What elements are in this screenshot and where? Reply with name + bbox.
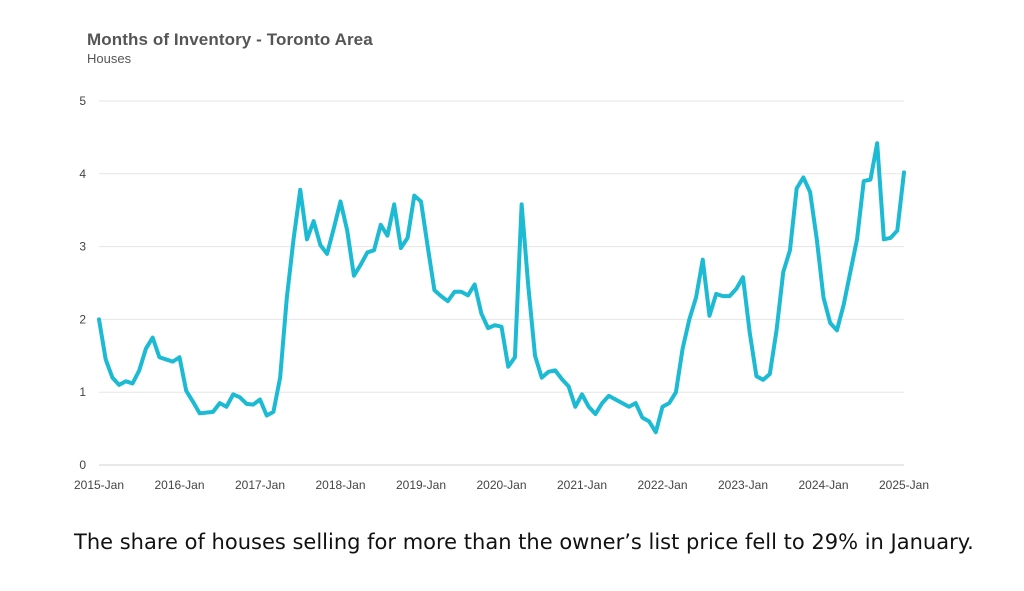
x-tick-label: 2017-Jan bbox=[235, 478, 285, 492]
y-tick-label: 1 bbox=[79, 385, 86, 399]
x-tick-label: 2022-Jan bbox=[637, 478, 687, 492]
series-layer bbox=[97, 141, 906, 435]
x-tick-label: 2020-Jan bbox=[476, 478, 526, 492]
x-tick-label: 2023-Jan bbox=[718, 478, 768, 492]
chart-title: Months of Inventory - Toronto Area bbox=[87, 30, 373, 49]
x-axis-ticks: 2015-Jan 2016-Jan 2017-Jan 2018-Jan 2019-Jan… bbox=[74, 478, 929, 492]
x-tick-label: 2016-Jan bbox=[154, 478, 204, 492]
caption-text: The share of houses selling for more tha… bbox=[74, 530, 974, 554]
y-tick-label: 4 bbox=[79, 167, 86, 181]
chart-subtitle: Houses bbox=[87, 51, 132, 66]
y-axis-ticks: 0 1 2 3 4 5 bbox=[79, 94, 86, 472]
gridlines bbox=[99, 100, 904, 466]
x-tick-label: 2024-Jan bbox=[798, 478, 848, 492]
y-tick-label: 5 bbox=[79, 94, 86, 108]
y-tick-label: 2 bbox=[79, 312, 86, 326]
series-line bbox=[97, 141, 906, 435]
y-tick-label: 3 bbox=[79, 240, 86, 254]
x-tick-label: 2018-Jan bbox=[315, 478, 365, 492]
y-tick-label: 0 bbox=[79, 458, 86, 472]
x-tick-label: 2015-Jan bbox=[74, 478, 124, 492]
x-tick-label: 2025-Jan bbox=[879, 478, 929, 492]
x-tick-label: 2019-Jan bbox=[396, 478, 446, 492]
x-tick-label: 2021-Jan bbox=[557, 478, 607, 492]
